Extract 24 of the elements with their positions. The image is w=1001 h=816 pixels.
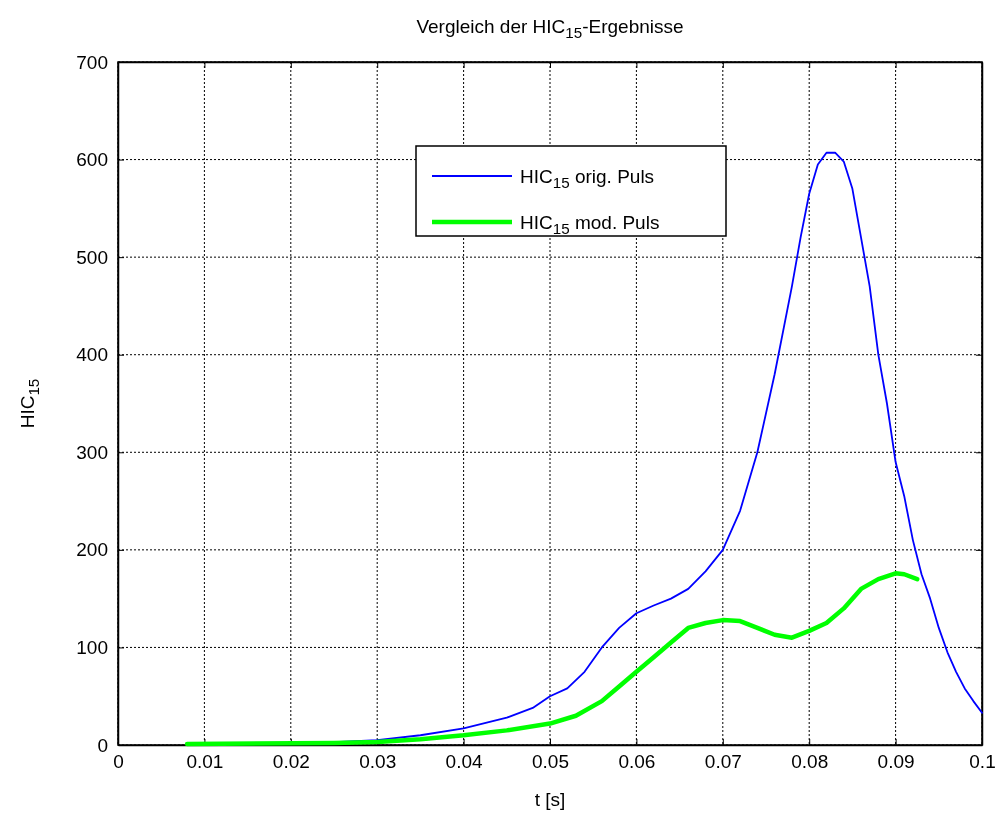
y-tick-label: 300	[76, 441, 108, 463]
x-tick-label: 0.01	[186, 751, 224, 773]
x-tick-label: 0.09	[877, 751, 915, 773]
x-tick-label: 0.06	[618, 751, 656, 773]
y-tick-label: 200	[76, 539, 108, 561]
legend-label: HIC$_{15}$ mod. Puls	[520, 212, 660, 237]
y-tick-label: 100	[76, 637, 108, 659]
x-tick-label: 0.03	[359, 751, 397, 773]
x-tick-label: 0.07	[704, 751, 742, 773]
x-tick-label: 0.08	[791, 751, 829, 773]
x-tick-label: 0.1	[969, 751, 996, 773]
line-series	[184, 571, 920, 747]
chart-title: Vergleich der HIC$_{15}$-Ergebnisse	[416, 16, 684, 41]
legend-label: HIC$_{15}$ orig. Puls	[520, 166, 655, 191]
y-tick-label: 600	[76, 149, 108, 171]
x-tick-label: 0.02	[272, 751, 310, 773]
y-tick-label: 0	[97, 734, 108, 756]
x-tick-label: 0.04	[445, 751, 484, 773]
y-tick-label: 400	[76, 344, 108, 366]
x-tick-label: 0	[113, 751, 124, 773]
x-axis-title: t [s]	[534, 789, 566, 810]
y-tick-label: 500	[76, 246, 108, 268]
y-tick-label: 700	[76, 51, 108, 73]
x-tick-label: 0.05	[532, 751, 569, 773]
